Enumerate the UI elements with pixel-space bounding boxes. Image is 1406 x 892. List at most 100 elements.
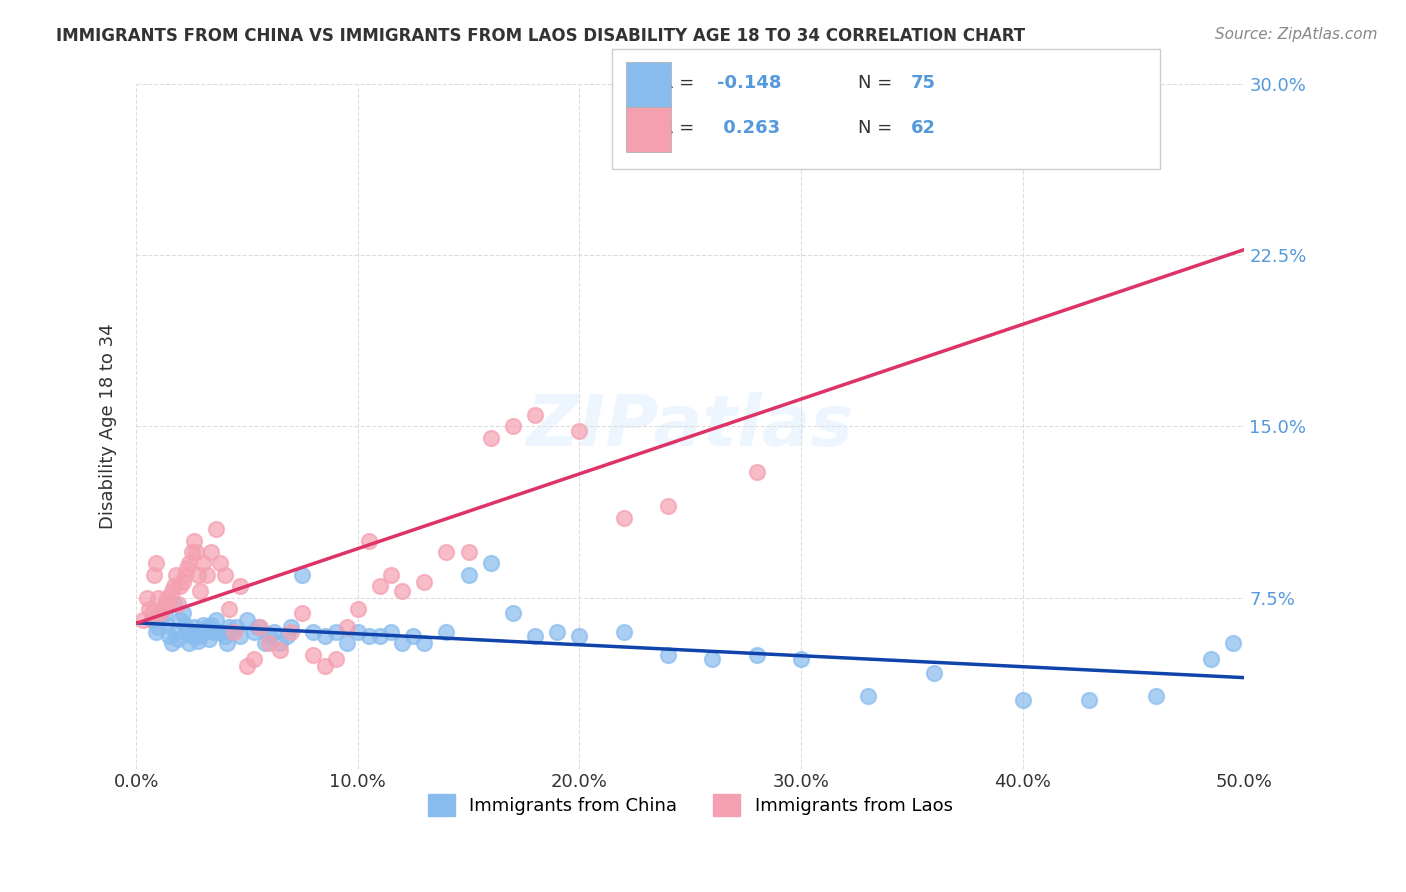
Point bbox=[346, 602, 368, 616]
Point bbox=[380, 567, 402, 582]
Point bbox=[336, 636, 359, 650]
Point bbox=[200, 545, 222, 559]
Point bbox=[391, 583, 413, 598]
Point bbox=[368, 579, 391, 593]
Point bbox=[413, 636, 436, 650]
Point bbox=[613, 510, 636, 524]
Point bbox=[325, 652, 347, 666]
Point bbox=[236, 613, 259, 627]
Point bbox=[263, 624, 285, 639]
Point bbox=[209, 624, 232, 639]
Point bbox=[205, 613, 228, 627]
Point bbox=[302, 648, 325, 662]
Point bbox=[160, 583, 183, 598]
Point bbox=[568, 629, 591, 643]
Point bbox=[479, 557, 502, 571]
Point bbox=[280, 620, 302, 634]
Point bbox=[200, 618, 222, 632]
Point bbox=[215, 636, 238, 650]
Point bbox=[191, 557, 214, 571]
Point bbox=[167, 598, 190, 612]
Text: 0.263: 0.263 bbox=[717, 119, 780, 136]
Point bbox=[479, 431, 502, 445]
Point bbox=[657, 500, 679, 514]
Point bbox=[402, 629, 425, 643]
Point bbox=[198, 632, 221, 646]
Point bbox=[257, 636, 280, 650]
Point bbox=[357, 629, 380, 643]
Point bbox=[176, 624, 198, 639]
Legend: Immigrants from China, Immigrants from Laos: Immigrants from China, Immigrants from L… bbox=[420, 787, 960, 823]
Point bbox=[141, 607, 163, 621]
Point bbox=[209, 557, 232, 571]
Point bbox=[457, 567, 479, 582]
Text: R =: R = bbox=[661, 74, 700, 92]
Point bbox=[145, 624, 167, 639]
Point bbox=[141, 613, 163, 627]
Point bbox=[257, 629, 280, 643]
Point bbox=[657, 648, 679, 662]
Point bbox=[152, 602, 174, 616]
Point bbox=[165, 567, 187, 582]
Y-axis label: Disability Age 18 to 34: Disability Age 18 to 34 bbox=[100, 324, 117, 529]
Point bbox=[160, 636, 183, 650]
Point bbox=[436, 545, 458, 559]
Point bbox=[249, 620, 271, 634]
Point bbox=[702, 652, 724, 666]
Point bbox=[834, 123, 856, 137]
Point bbox=[380, 624, 402, 639]
Point bbox=[142, 567, 165, 582]
Point bbox=[413, 574, 436, 589]
Point bbox=[163, 598, 186, 612]
Point bbox=[291, 607, 314, 621]
Point bbox=[184, 627, 207, 641]
Text: R =: R = bbox=[661, 119, 700, 136]
Point bbox=[157, 629, 180, 643]
Point bbox=[136, 591, 159, 605]
Point bbox=[302, 624, 325, 639]
Point bbox=[336, 620, 359, 634]
Point bbox=[205, 522, 228, 536]
Point bbox=[242, 624, 264, 639]
Point bbox=[269, 636, 291, 650]
Text: -0.148: -0.148 bbox=[717, 74, 782, 92]
Point bbox=[194, 624, 217, 639]
Point bbox=[190, 629, 212, 643]
Point bbox=[391, 636, 413, 650]
Point bbox=[502, 607, 524, 621]
Point bbox=[148, 620, 170, 634]
Point bbox=[132, 613, 155, 627]
Point bbox=[457, 545, 479, 559]
Point bbox=[190, 583, 212, 598]
Point bbox=[173, 618, 195, 632]
Point bbox=[546, 624, 568, 639]
Point bbox=[180, 545, 202, 559]
Point bbox=[183, 533, 205, 548]
Point bbox=[346, 624, 368, 639]
Point bbox=[502, 419, 524, 434]
Point bbox=[153, 598, 176, 612]
Point bbox=[229, 629, 252, 643]
Point bbox=[145, 557, 167, 571]
Point bbox=[314, 629, 336, 643]
Point bbox=[242, 652, 264, 666]
Point bbox=[1078, 693, 1101, 707]
Point bbox=[276, 629, 298, 643]
Point bbox=[1222, 636, 1244, 650]
Point bbox=[1011, 693, 1033, 707]
Point bbox=[187, 633, 209, 648]
Point bbox=[922, 665, 945, 680]
Point bbox=[214, 567, 236, 582]
Point bbox=[163, 579, 186, 593]
Point bbox=[149, 607, 172, 621]
Text: N =: N = bbox=[858, 74, 897, 92]
Point bbox=[436, 624, 458, 639]
Text: N =: N = bbox=[858, 119, 897, 136]
Point bbox=[325, 624, 347, 639]
Point bbox=[152, 602, 174, 616]
Point bbox=[179, 557, 201, 571]
Point bbox=[180, 629, 202, 643]
Point bbox=[291, 567, 314, 582]
Text: IMMIGRANTS FROM CHINA VS IMMIGRANTS FROM LAOS DISABILITY AGE 18 TO 34 CORRELATIO: IMMIGRANTS FROM CHINA VS IMMIGRANTS FROM… bbox=[56, 27, 1025, 45]
Point bbox=[202, 624, 225, 639]
